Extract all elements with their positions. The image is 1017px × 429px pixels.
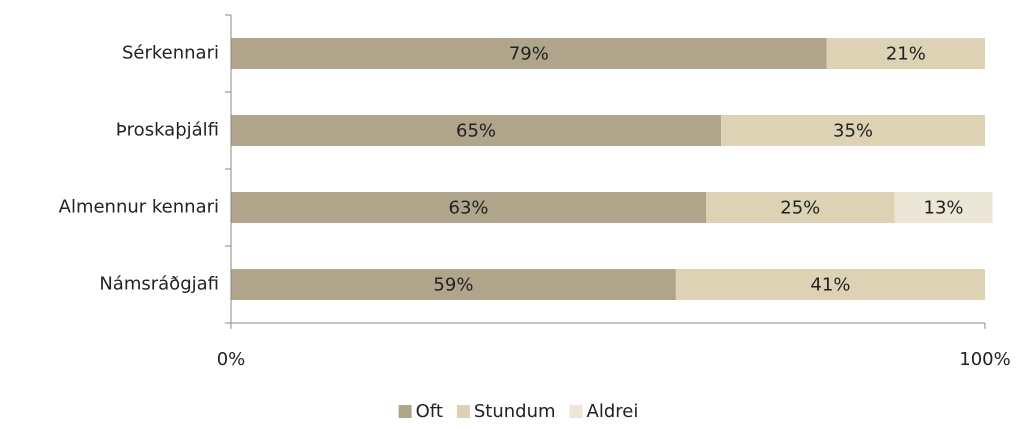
y-tick-label: Sérkennari [122, 43, 219, 64]
x-tick-label: 100% [959, 349, 1010, 370]
legend-swatch [456, 405, 470, 418]
data-label: 41% [810, 275, 850, 296]
data-label: 13% [924, 198, 964, 219]
data-label: 21% [886, 44, 926, 65]
y-tick-label: Námsráðgjafi [99, 274, 219, 295]
data-label: 63% [449, 198, 489, 219]
bar-segment [231, 38, 827, 69]
bar-segment [675, 269, 985, 300]
data-label: 25% [780, 198, 820, 219]
legend-swatch [398, 405, 412, 418]
legend-label: Oft [416, 401, 443, 422]
data-label: 59% [433, 275, 473, 296]
y-tick-label: Þroskaþjálfi [116, 120, 219, 141]
bar-segment [231, 192, 707, 223]
legend-swatch [569, 405, 583, 418]
legend-label: Aldrei [587, 401, 639, 422]
bar-segment [231, 269, 676, 300]
bar-segment [706, 192, 895, 223]
bar-segment [231, 115, 722, 146]
bar-segment [894, 192, 993, 223]
bar-segment [721, 115, 985, 146]
x-tick-label: 0% [217, 349, 246, 370]
legend: Oft Stundum Aldrei [398, 401, 639, 422]
bar-segment [826, 38, 985, 69]
y-tick-label: Almennur kennari [59, 197, 219, 218]
legend-label: Stundum [474, 401, 556, 422]
data-label: 79% [509, 44, 549, 65]
data-label: 65% [456, 121, 496, 142]
data-label: 35% [833, 121, 873, 142]
